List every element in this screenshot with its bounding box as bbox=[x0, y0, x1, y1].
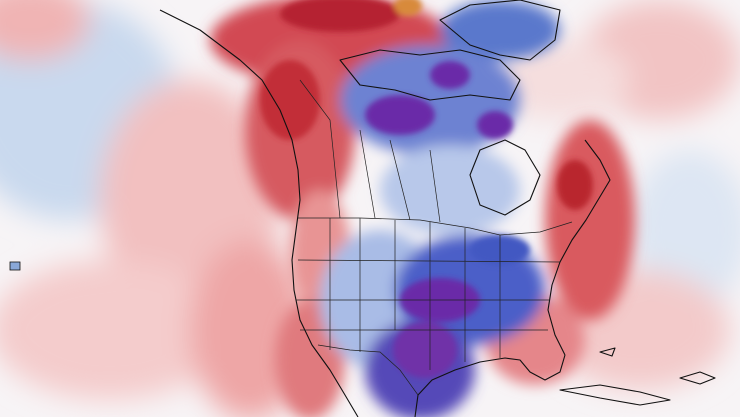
cold-core bbox=[477, 111, 513, 139]
strong-anomaly-fields bbox=[210, 0, 635, 417]
coastlines bbox=[159, 0, 716, 417]
gulf-coast bbox=[414, 354, 566, 417]
warm-core bbox=[394, 0, 422, 16]
cold-core bbox=[430, 61, 470, 89]
east-coast bbox=[547, 139, 611, 356]
arctic-islands bbox=[339, 49, 521, 101]
warm-core bbox=[260, 60, 320, 140]
borders bbox=[296, 79, 573, 396]
state-lines bbox=[296, 218, 561, 370]
cold-anomaly bbox=[380, 145, 520, 235]
cuba bbox=[559, 384, 671, 406]
warm-core bbox=[557, 160, 593, 210]
hawaii bbox=[9, 261, 21, 271]
greenland bbox=[439, 0, 561, 61]
west-coast bbox=[159, 9, 359, 417]
us-mexico-border bbox=[317, 344, 419, 396]
province-lines bbox=[299, 79, 441, 223]
pale-red-field bbox=[490, 40, 630, 120]
cold-core bbox=[393, 322, 457, 378]
cold-core bbox=[365, 95, 435, 135]
anomaly-cores bbox=[260, 0, 593, 378]
pale-red-field bbox=[0, 260, 230, 400]
pale-blue-field bbox=[630, 150, 740, 310]
warm-anomaly bbox=[545, 120, 635, 320]
pale-red-field bbox=[0, 0, 90, 60]
caribbean-islands bbox=[599, 347, 716, 385]
hudson-bay bbox=[469, 139, 541, 216]
warm-core bbox=[280, 0, 400, 32]
